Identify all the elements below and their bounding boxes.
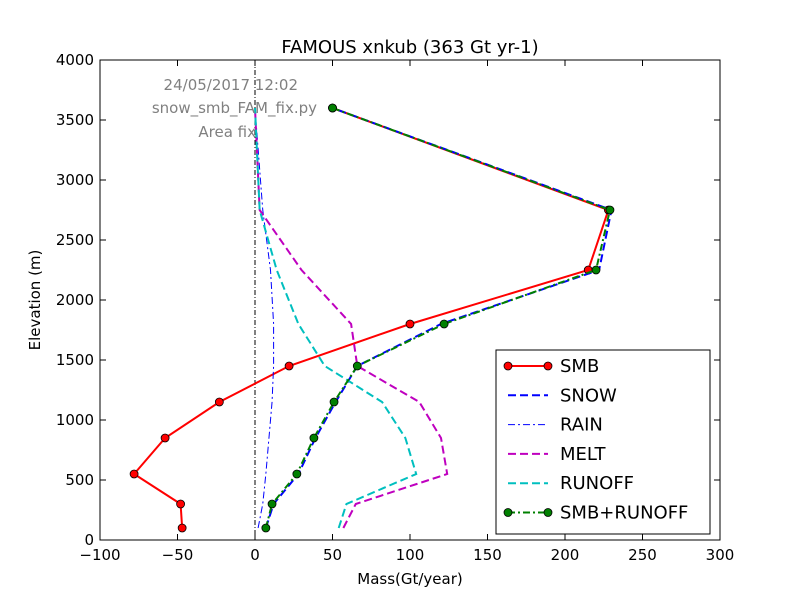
y-tick-label: 1000: [56, 411, 94, 429]
data-point-smb: [405, 319, 415, 329]
series-layer: [129, 103, 615, 533]
data-point-smb-runoff: [591, 265, 601, 275]
y-tick-label: 4000: [56, 51, 94, 69]
series-line-melt: [254, 107, 449, 529]
legend-marker-smb-runoff: [503, 508, 513, 517]
data-point-smb: [214, 397, 224, 407]
data-point-smb-runoff: [352, 361, 362, 371]
y-tick-label: 2500: [56, 231, 94, 249]
x-tick-label: 100: [396, 546, 425, 564]
legend-label-rain: RAIN: [560, 415, 603, 436]
data-point-smb-runoff: [261, 523, 271, 533]
legend: SMB SNOW RAIN MELT RUNOFF SMB+RUNOFF: [495, 349, 711, 535]
legend-marker-smb: [543, 361, 553, 371]
legend-label-runoff: RUNOFF: [560, 473, 634, 494]
legend-label-snow: SNOW: [560, 385, 617, 406]
y-tick-label: 0: [84, 531, 94, 549]
legend-label-smb-runoff: SMB+RUNOFF: [560, 503, 688, 524]
data-point-smb: [284, 361, 294, 371]
data-point-smb: [177, 523, 187, 533]
x-tick-label: −50: [162, 546, 194, 564]
chart-title: FAMOUS xnkub (363 Gt yr-1): [281, 37, 538, 58]
legend-label-melt: MELT: [560, 444, 606, 465]
legend-marker-smb-runoff: [543, 508, 553, 517]
plot-frame: [99, 59, 721, 541]
data-point-smb-runoff: [329, 397, 339, 407]
data-point-smb: [160, 433, 170, 443]
y-tick-label: 2000: [56, 291, 94, 309]
y-axis-title: Elevation (m): [26, 250, 44, 351]
annotation-note: Area fix: [198, 123, 256, 141]
data-point-smb-runoff: [605, 205, 615, 215]
series-line-rain: [254, 107, 275, 529]
x-tick-label: 250: [628, 546, 657, 564]
data-point-smb-runoff: [267, 499, 277, 509]
legend-label-smb: SMB: [560, 356, 599, 377]
y-tick-label: 3000: [56, 171, 94, 189]
y-tick-label: 3500: [56, 111, 94, 129]
series-line-runoff: [254, 107, 418, 529]
legend-box: [495, 349, 711, 535]
ticks-layer: −100 −50 0 50 100 150 200 250 300050010001500200…: [56, 51, 735, 564]
data-point-smb: [176, 499, 186, 509]
y-tick-label: 1500: [56, 351, 94, 369]
x-tick-label: −100: [79, 546, 120, 564]
data-point-smb-runoff: [328, 103, 337, 113]
x-tick-label: 300: [706, 546, 735, 564]
annotation-timestamp: 24/05/2017 12:02: [164, 76, 298, 94]
x-tick-label: 150: [473, 546, 502, 564]
data-point-smb-runoff: [309, 433, 319, 443]
y-tick-label: 500: [65, 471, 94, 489]
legend-marker-smb: [503, 361, 513, 371]
annotation-script: snow_smb_FAM_fix.py: [152, 99, 317, 118]
x-tick-label: 200: [551, 546, 580, 564]
x-tick-label: 0: [250, 546, 260, 564]
series-line-smb-runoff: [264, 107, 612, 529]
series-line-smb: [132, 107, 610, 529]
data-point-smb-runoff: [292, 469, 302, 479]
x-axis-title: Mass(Gt/year): [357, 570, 463, 588]
data-point-smb: [129, 469, 139, 479]
data-point-smb-runoff: [439, 319, 449, 329]
x-tick-label: 50: [323, 546, 342, 564]
